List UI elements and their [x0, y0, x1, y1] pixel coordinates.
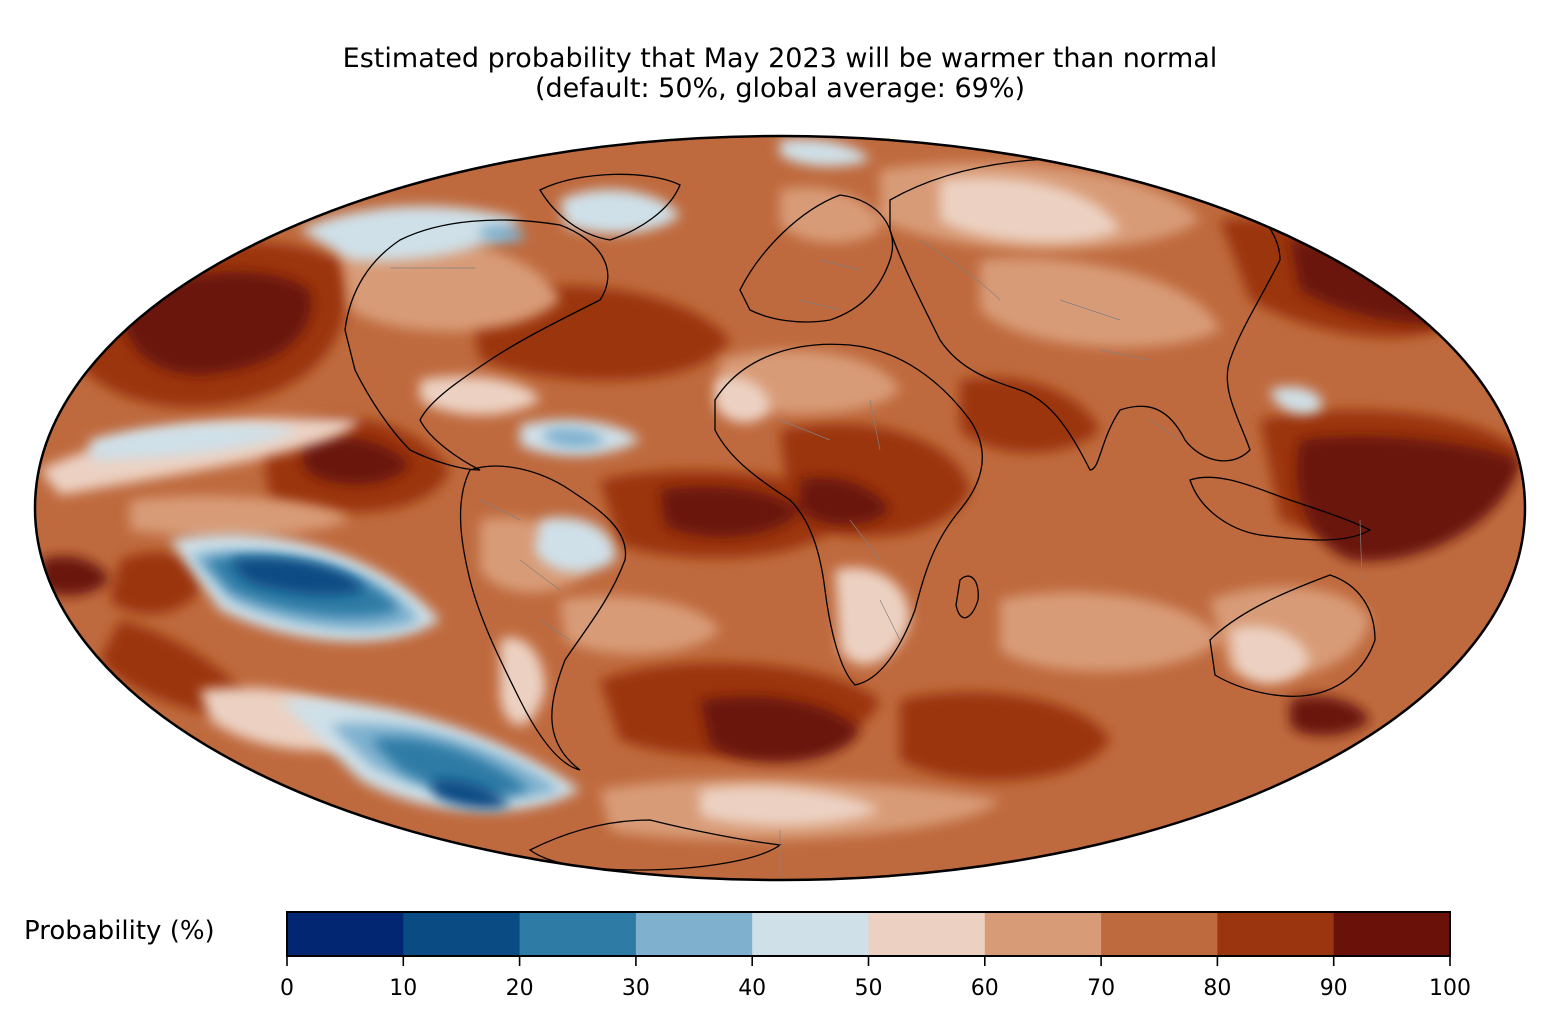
colorbar-tick-label: 90	[1320, 976, 1348, 1001]
patch-west-africa	[715, 376, 770, 423]
colorbar-tick-label: 60	[971, 976, 999, 1001]
patch-south-pacific-dark	[40, 556, 110, 596]
colorbar-tick-label: 50	[855, 976, 883, 1001]
patch-west-pacific-blue	[1270, 386, 1322, 414]
border-europe-asia	[390, 239, 1363, 880]
colorbar-tick-label: 70	[1087, 976, 1115, 1001]
coastline-africa	[714, 343, 983, 686]
patch-north-pacific-dark	[120, 271, 312, 375]
colorbar-tick-label: 20	[506, 976, 534, 1001]
patch-indonesia-dark	[1296, 436, 1520, 562]
patch-tropical-pacific-blue	[90, 423, 300, 460]
patch-south-atlantic-mid	[560, 596, 720, 654]
band-10-20	[230, 557, 510, 809]
patch-indian-ocean	[900, 692, 1110, 781]
patch-canada-light	[480, 225, 525, 243]
patch-greenland	[560, 189, 680, 234]
patch-arctic	[780, 138, 870, 167]
patch-asia-central	[980, 258, 1220, 348]
coastline-europe	[739, 194, 894, 323]
patch-south-pacific-mid	[370, 737, 530, 795]
colorbar-tick-label: 80	[1203, 976, 1231, 1001]
coastline-australia	[1209, 574, 1376, 697]
patch-atlantic-dark	[660, 486, 800, 537]
colorbar-bins	[287, 912, 1451, 956]
colorbar-bin-80-90	[1217, 912, 1335, 956]
patch-north-atlantic-pale	[420, 376, 540, 415]
colorbar-bin-0-10	[287, 912, 404, 956]
patch-middle-east	[960, 377, 1100, 453]
patch-southern-ocean-pale	[700, 786, 880, 826]
globe-outline	[33, 134, 1527, 882]
colorbar-label: Probability (%)	[24, 916, 215, 946]
colorbar-bin-20-30	[519, 912, 637, 956]
patch-east-pacific-dark	[300, 436, 410, 485]
patch-europe-ne	[780, 187, 880, 243]
patch-southern-africa	[835, 567, 910, 665]
patch-tasman-dark	[1290, 696, 1370, 736]
title-line-1: Estimated probability that May 2023 will…	[342, 43, 1218, 74]
colorbar-ticks: 0 10 20 30 40 50 60 70 80 90 100	[280, 956, 1471, 1001]
colorbar-tick-label: 40	[738, 976, 766, 1001]
patch-south-east-pacific	[110, 551, 200, 614]
patch-canada	[300, 206, 520, 261]
patch-caribbean-light	[545, 428, 605, 448]
colorbar-tick-label: 30	[622, 976, 650, 1001]
patch-chile-coast	[500, 637, 545, 726]
coastline-madagascar	[955, 575, 979, 619]
coastline-greenland	[539, 173, 681, 241]
colorbar-bin-10-20	[403, 912, 521, 956]
coastline-south-america	[459, 465, 627, 771]
colorbar-bin-30-40	[635, 912, 753, 956]
colorbar-bin-90-100	[1333, 912, 1451, 956]
coastline-indonesia	[1189, 476, 1372, 541]
patch-australia-pale	[1230, 626, 1310, 684]
patch-east-pacific-south	[130, 496, 350, 537]
colorbar-tick-label: 10	[389, 976, 417, 1001]
country-borders	[390, 239, 1363, 880]
patch-south-atlantic-dark	[700, 696, 860, 763]
colorbar-tick-label: 100	[1429, 976, 1471, 1001]
patch-south-pacific-dark-blue	[430, 779, 510, 809]
patch-congo-dark	[800, 477, 890, 525]
colorbar-bin-50-60	[868, 912, 986, 956]
band-90-100	[40, 240, 1520, 763]
colorbar-bin-40-50	[752, 912, 869, 956]
title-line-2: (default: 50%, global average: 69%)	[534, 73, 1026, 104]
colorbar-tick-label: 0	[280, 976, 294, 1001]
coastline-north-america	[344, 219, 609, 471]
patch-south-indian	[1000, 592, 1220, 672]
colorbar-bin-70-80	[1101, 912, 1218, 956]
patch-amazon	[535, 517, 616, 573]
colorbar-bin-60-70	[984, 912, 1102, 956]
patch-southeast-pacific-dark	[230, 557, 365, 596]
probability-field	[35, 136, 1525, 880]
patch-siberia-pale	[940, 177, 1120, 243]
